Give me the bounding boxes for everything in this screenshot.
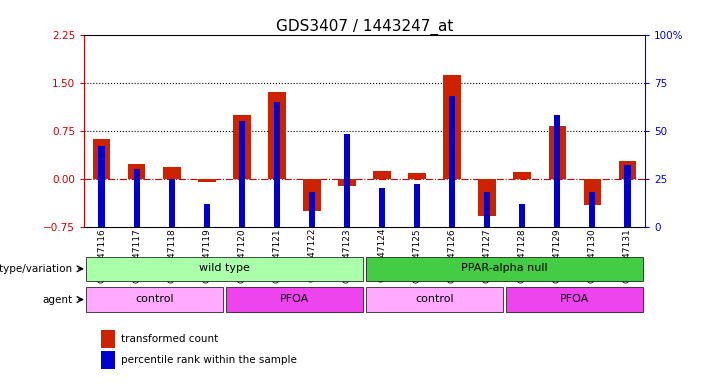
Text: percentile rank within the sample: percentile rank within the sample [121,355,297,365]
Bar [98,146,105,227]
Bar [93,139,111,179]
Text: genotype/variation: genotype/variation [0,264,73,274]
Bar [519,204,526,227]
Bar [198,179,216,182]
Bar [303,179,320,210]
Text: control: control [135,294,174,304]
Bar [169,179,175,227]
Bar [625,165,631,227]
Bar [268,92,286,179]
Bar [344,134,350,227]
Bar [239,121,245,227]
Text: wild type: wild type [199,263,250,273]
Text: control: control [415,294,454,304]
Bar [414,184,421,227]
Bar [619,161,637,179]
Bar [204,204,210,227]
Bar [101,351,115,369]
Bar [444,75,461,179]
Bar [367,287,503,312]
Bar [449,96,456,227]
Bar [163,167,181,179]
Bar [379,188,386,227]
Bar [128,164,146,179]
Bar [374,171,391,179]
Text: PFOA: PFOA [280,294,309,304]
Text: PPAR-alpha null: PPAR-alpha null [461,263,548,273]
Text: transformed count: transformed count [121,334,218,344]
Bar [101,330,115,348]
Bar [273,102,280,227]
Text: PFOA: PFOA [560,294,590,304]
Bar [584,179,601,205]
Text: agent: agent [43,295,73,305]
Bar [86,257,363,281]
Bar [514,172,531,179]
Bar [308,192,315,227]
Bar [408,174,426,179]
Bar [134,169,140,227]
Bar [478,179,496,216]
Title: GDS3407 / 1443247_at: GDS3407 / 1443247_at [275,18,454,35]
Bar [226,287,363,312]
Bar [554,115,561,227]
Bar [590,192,596,227]
Bar [549,126,566,179]
Bar [339,179,355,186]
Bar [507,287,644,312]
Bar [367,257,644,281]
Bar [484,192,491,227]
Bar [233,114,251,179]
Bar [86,287,223,312]
